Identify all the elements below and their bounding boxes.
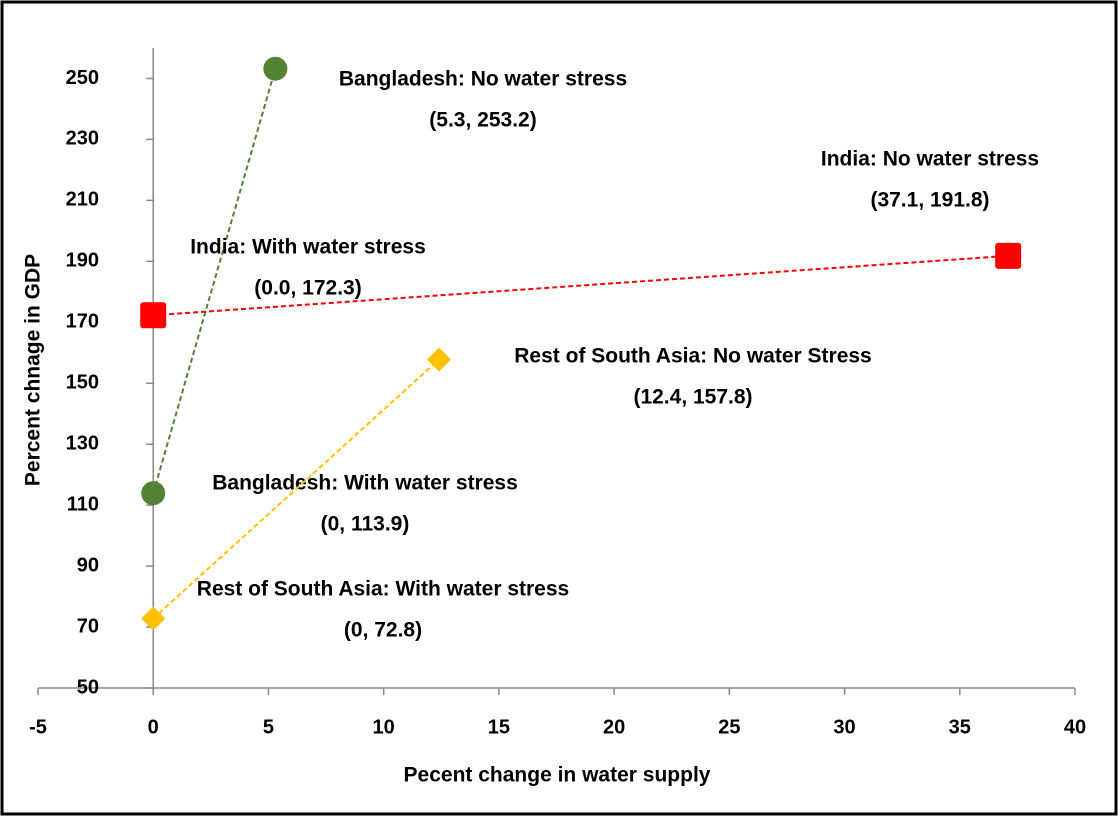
annotation-coords: (0, 113.9): [321, 513, 410, 536]
y-tick-label: 150: [66, 372, 99, 394]
y-tick-label: 70: [77, 615, 99, 637]
y-tick-label: 90: [77, 554, 99, 576]
x-tick-label: -5: [29, 716, 47, 738]
y-tick-label: 110: [67, 493, 99, 515]
annotation: Bangladesh: No water stress: [339, 68, 627, 91]
y-tick-label: 250: [66, 67, 99, 89]
y-tick-label: 130: [66, 432, 99, 454]
annotation-coords: (0.0, 172.3): [254, 277, 361, 300]
annotation-coords: (5.3, 253.2): [429, 109, 536, 132]
x-tick-label: 10: [373, 716, 395, 738]
point: [140, 302, 167, 329]
x-axis-title: Pecent change in water supply: [404, 764, 711, 787]
x-tick-label: 5: [263, 716, 274, 738]
x-tick-label: 30: [833, 716, 855, 738]
x-tick-label: 15: [488, 716, 510, 738]
x-tick-label: 35: [949, 716, 971, 738]
annotation-coords: (37.1, 191.8): [870, 189, 989, 212]
connector-line: [152, 68, 277, 494]
x-tick-label: 0: [148, 716, 159, 738]
connector-line: [153, 254, 1009, 317]
y-axis-title: Percent chnage in GDP: [22, 254, 45, 486]
annotation: Rest of South Asia: With water stress: [197, 578, 569, 601]
point: [995, 242, 1022, 269]
annotation: Rest of South Asia: No water Stress: [514, 345, 871, 368]
point: [141, 606, 166, 631]
y-tick-label: 170: [66, 311, 99, 333]
y-tick-label: 210: [66, 189, 99, 211]
connector-line: [152, 358, 440, 620]
annotation: Bangladesh: With water stress: [212, 472, 518, 495]
annotation-coords: (12.4, 157.8): [633, 386, 752, 409]
annotation: India: With water stress: [190, 236, 426, 259]
point: [426, 347, 451, 372]
y-tick-label: 190: [66, 250, 99, 272]
annotation: India: No water stress: [821, 148, 1039, 171]
point: [141, 481, 166, 506]
x-tick-label: 20: [603, 716, 625, 738]
x-tick-label: 25: [718, 716, 740, 738]
annotation-coords: (0, 72.8): [344, 619, 422, 642]
point: [263, 56, 288, 81]
y-tick-label: 50: [77, 676, 99, 698]
x-tick-label: 40: [1064, 716, 1086, 738]
y-tick-label: 230: [66, 128, 99, 150]
